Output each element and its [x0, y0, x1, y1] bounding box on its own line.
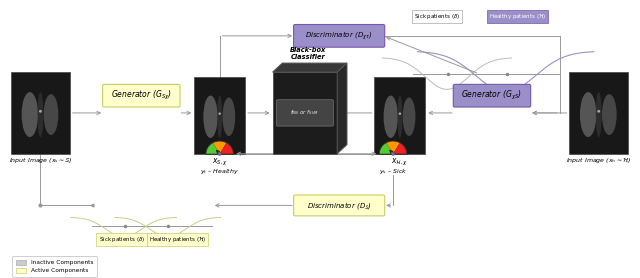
- Ellipse shape: [580, 92, 596, 137]
- Ellipse shape: [204, 96, 218, 138]
- Text: $y_t$ – Healthy: $y_t$ – Healthy: [200, 167, 239, 176]
- Circle shape: [399, 113, 401, 115]
- Circle shape: [218, 152, 221, 155]
- Ellipse shape: [22, 92, 38, 137]
- Ellipse shape: [403, 98, 415, 136]
- Polygon shape: [273, 63, 347, 72]
- Bar: [570, 72, 628, 154]
- Polygon shape: [220, 143, 234, 154]
- Text: Sick patients ($\delta$): Sick patients ($\delta$): [414, 12, 460, 21]
- Text: Healthy patients ($\mathcal{H}$): Healthy patients ($\mathcal{H}$): [488, 12, 546, 21]
- Text: $f_{NN}$ or $f_{SVM}$: $f_{NN}$ or $f_{SVM}$: [291, 108, 319, 117]
- FancyBboxPatch shape: [102, 84, 180, 107]
- Text: Discriminator ($D_{\chi\tau}$): Discriminator ($D_{\chi\tau}$): [305, 30, 373, 42]
- Circle shape: [218, 113, 221, 115]
- Ellipse shape: [383, 96, 398, 138]
- FancyBboxPatch shape: [276, 100, 333, 126]
- Circle shape: [39, 110, 42, 113]
- Ellipse shape: [596, 92, 602, 137]
- Ellipse shape: [38, 92, 44, 137]
- Bar: [194, 77, 245, 154]
- Bar: [374, 77, 426, 154]
- Ellipse shape: [602, 94, 617, 135]
- Text: Generator ($G_{S\chi}$): Generator ($G_{S\chi}$): [111, 89, 172, 102]
- Ellipse shape: [397, 96, 403, 138]
- Polygon shape: [337, 63, 347, 154]
- Text: Healthy patients ($\mathcal{H}$): Healthy patients ($\mathcal{H}$): [148, 235, 206, 244]
- Text: Generator ($G_{\chi S}$): Generator ($G_{\chi S}$): [461, 89, 522, 102]
- Text: Discriminator ($D_\mathcal{S}$): Discriminator ($D_\mathcal{S}$): [307, 200, 371, 211]
- Polygon shape: [393, 143, 407, 154]
- Text: Input Image ($x_s \sim \mathcal{S}$): Input Image ($x_s \sim \mathcal{S}$): [8, 157, 72, 165]
- Legend: Inactive Components, Active Components: Inactive Components, Active Components: [12, 256, 97, 277]
- Text: Sick patients ($\delta$): Sick patients ($\delta$): [99, 235, 145, 244]
- Ellipse shape: [223, 98, 235, 136]
- Polygon shape: [213, 141, 227, 154]
- Text: Black-box
Classifier: Black-box Classifier: [290, 47, 326, 60]
- Circle shape: [391, 152, 395, 155]
- Polygon shape: [380, 143, 393, 154]
- Text: $x_{\mathcal{H},\chi}$: $x_{\mathcal{H},\chi}$: [391, 157, 408, 168]
- Bar: [11, 72, 70, 154]
- Text: $y_s$ – Sick: $y_s$ – Sick: [379, 167, 407, 176]
- Text: Input Image ($x_h \sim \mathcal{H}$): Input Image ($x_h \sim \mathcal{H}$): [566, 157, 632, 165]
- Ellipse shape: [44, 94, 58, 135]
- FancyBboxPatch shape: [294, 24, 385, 47]
- Polygon shape: [273, 72, 337, 154]
- FancyBboxPatch shape: [294, 195, 385, 216]
- FancyBboxPatch shape: [453, 84, 531, 107]
- Text: $x_{S,\chi}$: $x_{S,\chi}$: [212, 157, 228, 168]
- Polygon shape: [206, 143, 220, 154]
- Circle shape: [597, 110, 600, 113]
- Polygon shape: [386, 141, 400, 154]
- Ellipse shape: [217, 96, 222, 138]
